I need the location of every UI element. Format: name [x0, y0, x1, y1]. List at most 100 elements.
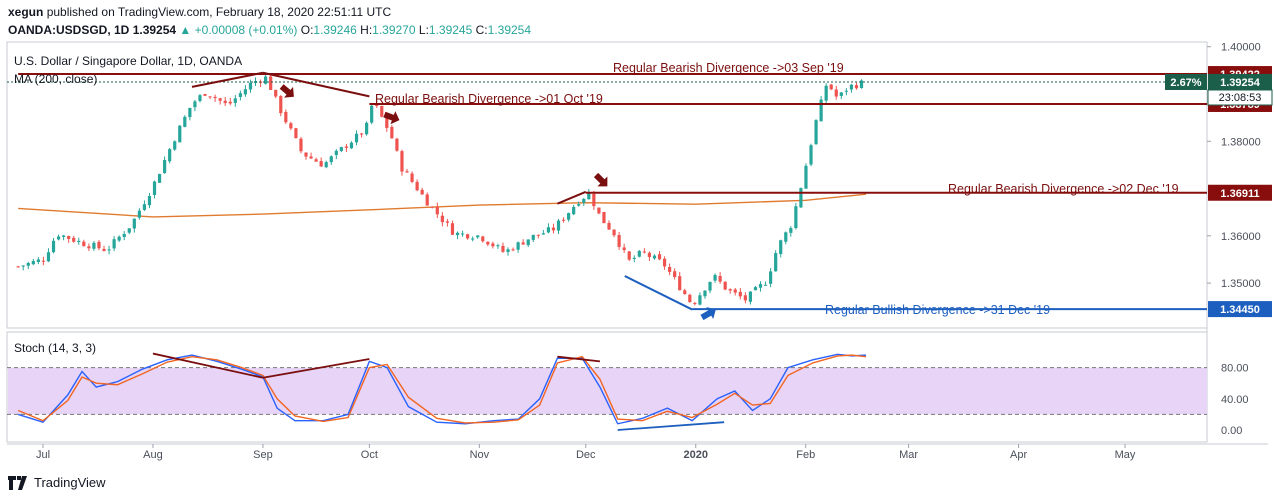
candle-body: [491, 243, 495, 247]
arrow-oct-icon-shape: [383, 111, 400, 125]
candle-body: [188, 107, 192, 118]
candle-body: [531, 234, 535, 240]
time-tick-label: Feb: [796, 449, 815, 461]
annotation-oct: Regular Bearish Divergence ->01 Oct '19: [375, 92, 603, 106]
candle-body: [774, 253, 778, 272]
candle-body: [390, 126, 394, 139]
candle-body: [62, 235, 66, 237]
time-tick-label: May: [1115, 449, 1136, 461]
candle-body: [526, 239, 530, 246]
time-tick-label: Mar: [899, 449, 918, 461]
candle-body: [425, 194, 429, 206]
candle-body: [607, 222, 611, 230]
candle-body: [809, 145, 813, 165]
candle-body: [693, 302, 697, 304]
candle-body: [107, 249, 111, 251]
candle-body: [834, 89, 838, 97]
time-tick-label: 2020: [684, 449, 708, 461]
close-label: C:: [475, 23, 488, 37]
candle-body: [501, 245, 505, 252]
candle-body: [415, 181, 419, 191]
candle-body: [243, 89, 248, 95]
candle-body: [804, 165, 808, 189]
candle-body: [455, 232, 460, 236]
pct-label: 2.67%: [1170, 77, 1201, 89]
candle-body: [789, 228, 793, 233]
candle-body: [375, 104, 379, 106]
chart-frame: [6, 41, 1268, 445]
price-tick-label: 1.36000: [1221, 231, 1261, 243]
annotation-bullish: Regular Bullish Divergence ->31 Dec '19: [825, 303, 1050, 317]
candle-body: [733, 289, 737, 293]
arrow-oct-icon: [383, 111, 400, 125]
tradingview-logo-text: TradingView: [34, 475, 106, 490]
arrow-sep-icon-shape: [279, 84, 294, 98]
chart-title: U.S. Dollar / Singapore Dollar, 1D, OAND…: [14, 54, 242, 68]
candle-body: [56, 236, 61, 240]
candle-body: [668, 266, 672, 272]
stoch-line-0: [17, 353, 867, 425]
candle-body: [334, 150, 338, 156]
price-chart[interactable]: 1.394221.387891.369111.344501.392542.67%…: [0, 0, 1274, 474]
candle-body: [400, 151, 404, 172]
candle-body: [617, 235, 621, 247]
publisher-name[interactable]: xegun: [8, 5, 44, 19]
candle-body: [178, 125, 182, 143]
candles-layer: [16, 73, 864, 306]
candle-body: [814, 120, 818, 145]
tradingview-logo[interactable]: TradingView: [8, 475, 106, 490]
candle-body: [632, 257, 636, 259]
candle-body: [753, 287, 758, 291]
current-price-badge: [1208, 73, 1272, 90]
stoch-layer: [7, 352, 1207, 431]
candle-body: [849, 84, 854, 90]
candle-body: [723, 281, 727, 290]
candle-body: [698, 295, 702, 305]
candle-body: [279, 96, 283, 114]
candle-body: [567, 213, 571, 220]
candle-body: [370, 105, 374, 123]
candle-body: [97, 241, 101, 249]
time-tick-label: Dec: [576, 449, 596, 461]
candle-body: [284, 111, 288, 123]
arrow-jan-icon: [700, 306, 716, 321]
candle-body: [168, 149, 172, 162]
candle-body: [839, 92, 843, 96]
candle-body: [198, 95, 202, 101]
candle-body: [102, 248, 106, 251]
price-divergence-line: [624, 275, 693, 311]
candle-body: [779, 240, 783, 255]
candle-body: [354, 133, 359, 143]
candle-body: [274, 89, 278, 97]
price-divergence-line: [557, 190, 587, 205]
candle-body: [26, 262, 30, 266]
stoch-divergence-line: [617, 421, 725, 431]
price-change: +0.00008 (+0.01%): [194, 23, 298, 37]
stoch-band: [8, 367, 1207, 415]
publish-info: published on TradingView.com, February 1…: [46, 5, 392, 19]
candle-body: [662, 258, 667, 267]
candle-body: [592, 193, 596, 207]
price-divergence-line: [191, 71, 264, 88]
candle-body: [511, 249, 515, 251]
ma-label: MA (200, close): [14, 72, 97, 86]
candle-body: [289, 123, 293, 129]
candle-body: [466, 234, 470, 239]
candle-body: [67, 235, 71, 239]
candle-body: [703, 290, 707, 297]
stoch-divergence-line: [152, 352, 264, 379]
candle-body: [173, 141, 177, 150]
candle-body: [238, 93, 242, 97]
candle-body: [142, 204, 147, 210]
candle-body: [627, 251, 631, 260]
candle-body: [203, 94, 207, 96]
candle-body: [769, 271, 773, 284]
candle-body: [556, 220, 561, 231]
price-tick-label: 1.40000: [1221, 42, 1261, 54]
stoch-tick-label: 0.00: [1221, 425, 1242, 437]
ma200-line: [18, 193, 867, 218]
change-arrow-icon: ▲: [179, 23, 192, 37]
low-label: L:: [418, 23, 429, 37]
arrow-dec-icon: [593, 172, 608, 187]
time-tick-label: Aug: [143, 449, 163, 461]
